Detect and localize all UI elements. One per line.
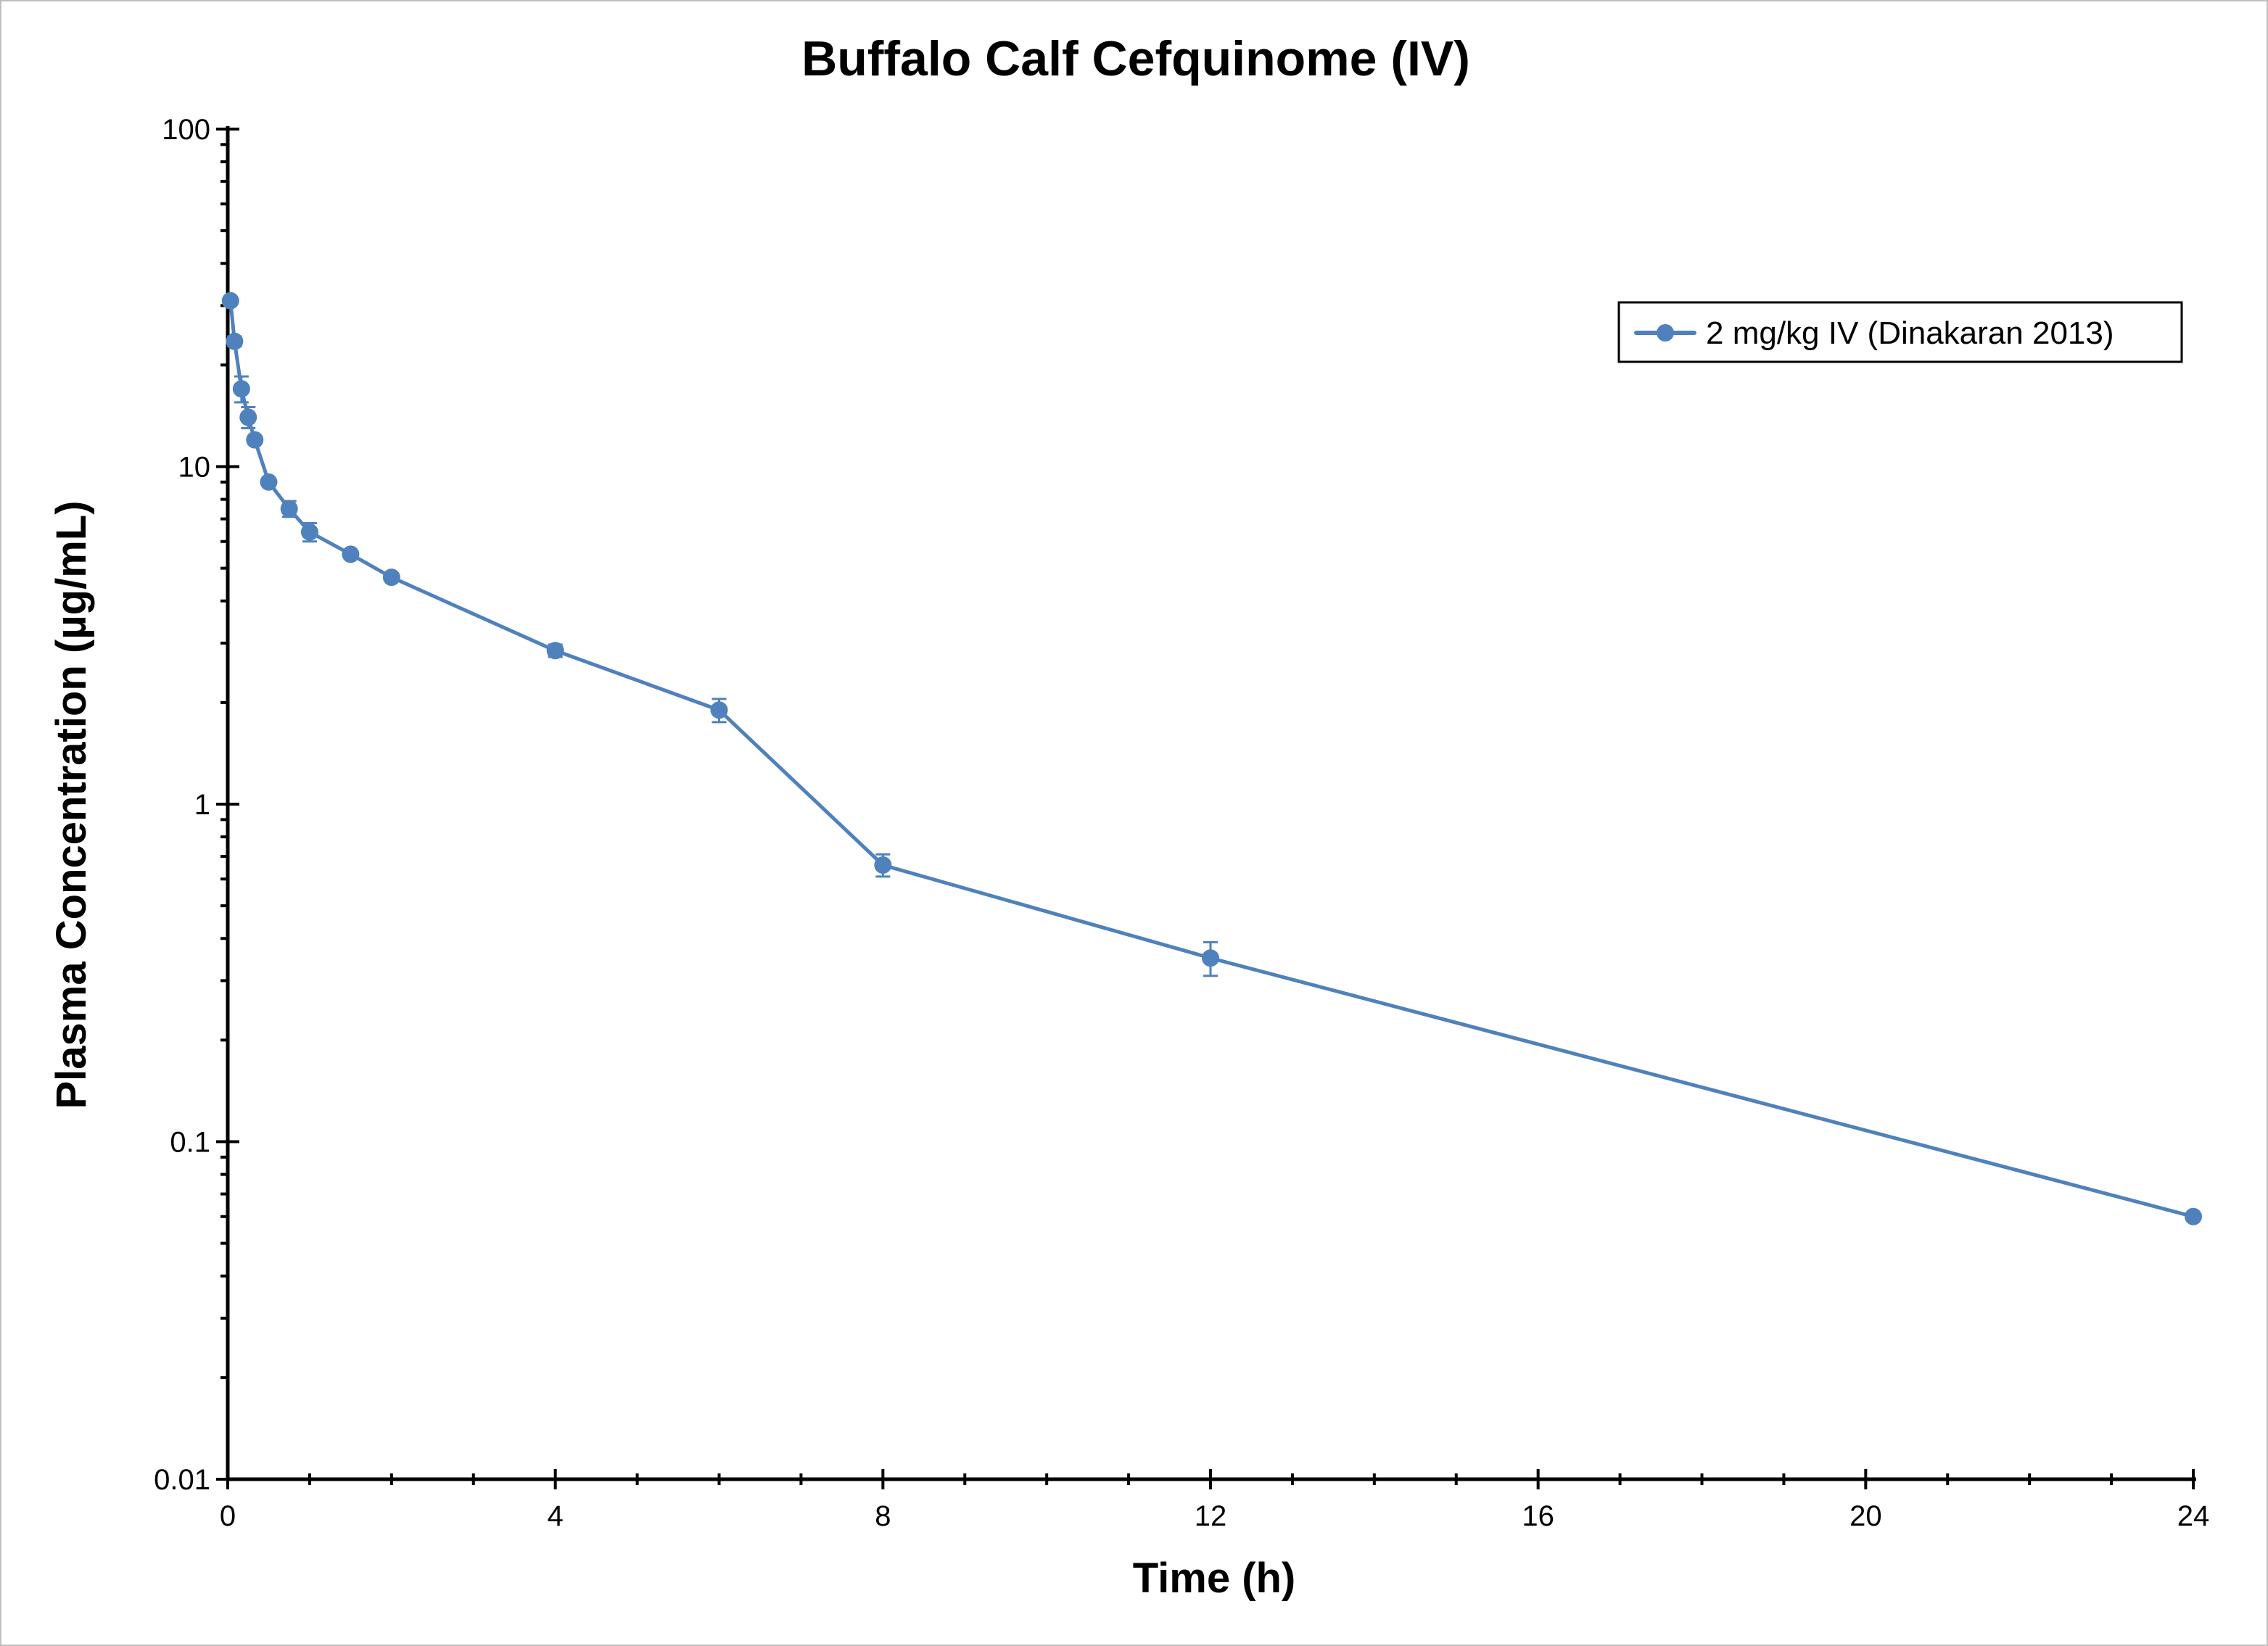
y-tick-label: 1 <box>194 789 210 821</box>
y-tick-label: 0.1 <box>170 1127 210 1159</box>
legend-label: 2 mg/kg IV (Dinakaran 2013) <box>1706 315 2114 351</box>
series-line <box>228 300 2194 1219</box>
x-axis-label: Time (h) <box>1133 1555 1296 1602</box>
data-point <box>342 545 360 563</box>
y-tick-label: 10 <box>178 452 211 484</box>
data-point <box>2185 1207 2202 1225</box>
x-tick-label: 0 <box>220 1500 236 1532</box>
legend-marker <box>1657 324 1674 342</box>
legend: 2 mg/kg IV (Dinakaran 2013) <box>1617 301 2183 363</box>
y-axis-label: Plasma Concentration (µg/mL) <box>48 500 95 1109</box>
data-point <box>710 701 728 719</box>
data-point <box>260 473 278 491</box>
x-tick-label: 8 <box>875 1500 891 1532</box>
data-point <box>382 568 400 587</box>
y-tick-label: 0.01 <box>154 1464 210 1496</box>
y-tick-label: 100 <box>162 114 210 146</box>
data-point <box>280 500 298 518</box>
data-point <box>239 408 257 426</box>
data-point <box>300 523 318 541</box>
series <box>221 291 2202 1225</box>
x-tick-label: 4 <box>548 1500 564 1532</box>
x-tick-label: 20 <box>1850 1500 1882 1532</box>
legend-box <box>1617 301 2183 363</box>
data-point <box>226 332 244 350</box>
data-point <box>221 291 239 310</box>
axes: 0.01 0.1 1 10 100 0 4 8 12 16 20 24 <box>154 114 2209 1532</box>
data-point <box>246 431 264 449</box>
x-tick-label: 24 <box>2177 1500 2210 1532</box>
data-point <box>1202 949 1219 967</box>
data-point <box>232 380 250 398</box>
data-point <box>546 642 564 660</box>
data-point <box>874 856 892 874</box>
x-tick-label: 12 <box>1195 1500 1227 1532</box>
x-tick-label: 16 <box>1522 1500 1554 1532</box>
chart-title: Buffalo Calf Cefquinome (IV) <box>801 31 1470 86</box>
